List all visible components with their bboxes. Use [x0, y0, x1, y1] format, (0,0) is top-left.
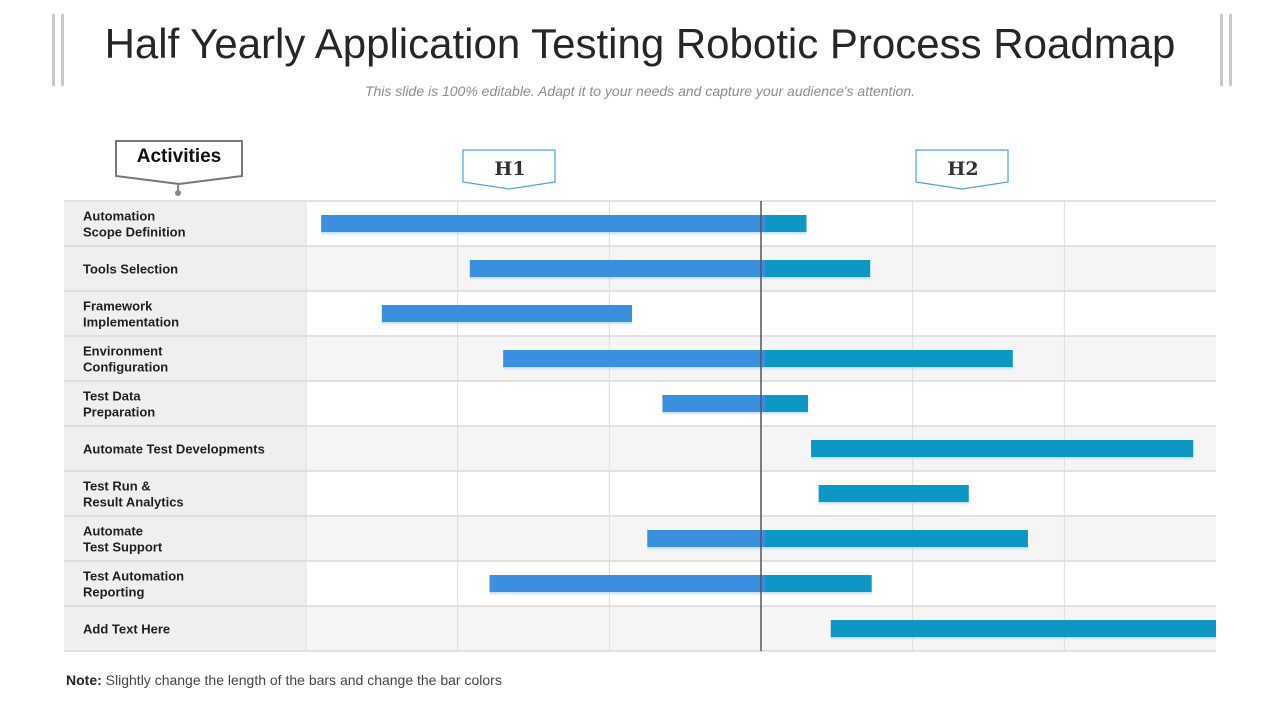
task-label: Add Text Here: [83, 622, 170, 637]
page-subtitle: This slide is 100% editable. Adapt it to…: [364, 83, 916, 99]
bar-shadow: [503, 367, 1013, 372]
task-bar-h1: [647, 530, 765, 547]
bar-shadow: [381, 322, 633, 327]
task-label: Automate Test Developments: [83, 442, 265, 457]
bar-shadow: [662, 412, 809, 417]
task-bar-h2: [818, 485, 969, 502]
task-bar-h2: [765, 215, 807, 232]
bar-shadow: [818, 502, 969, 507]
h1-label: H1: [494, 158, 526, 180]
note-label: Note:: [66, 672, 102, 688]
task-label: Test Automation Reporting: [83, 569, 184, 600]
task-label: Automation Scope Definition: [83, 209, 186, 240]
bar-shadow: [321, 232, 807, 237]
label-cell-bg: [64, 471, 306, 516]
task-label: Test Run & Result Analytics: [83, 479, 184, 510]
task-label: Tools Selection: [83, 262, 178, 277]
h2-callout: H2: [915, 149, 1011, 191]
label-cell-bg: [64, 336, 306, 381]
label-cell-bg: [64, 246, 306, 291]
h1-callout: H1: [462, 149, 558, 191]
bar-shadow: [647, 547, 1028, 552]
task-bar-h2: [765, 350, 1013, 367]
task-bar-h1: [503, 350, 765, 367]
bar-shadow: [489, 592, 872, 597]
task-bar-h2: [765, 575, 872, 592]
h1-callout-shape: [462, 149, 556, 190]
task-bar-h1: [489, 575, 765, 592]
task-label: Test Data Preparation: [83, 389, 155, 420]
label-cell-bg: [64, 381, 306, 426]
label-cell-bg: [64, 561, 306, 606]
task-label: Framework Implementation: [83, 299, 179, 330]
task-bar-h2: [830, 620, 1216, 637]
label-cell-bg: [64, 516, 306, 561]
activities-callout-shape: [115, 140, 243, 196]
h2-label: H2: [947, 158, 979, 180]
label-cell-bg: [64, 426, 306, 471]
task-bar-h1: [469, 260, 765, 277]
bar-shadow: [811, 457, 1194, 462]
bar-shadow: [830, 637, 1216, 642]
bar-shadow: [469, 277, 871, 282]
task-label: Environment Configuration: [83, 344, 168, 375]
activities-label: Activities: [136, 146, 222, 167]
task-label: Automate Test Support: [83, 524, 163, 555]
task-bar-h2: [811, 440, 1194, 457]
task-bar-h1: [321, 215, 765, 232]
task-bar-h1: [662, 395, 765, 412]
task-bar-h2: [765, 530, 1028, 547]
note-text: Slightly change the length of the bars a…: [105, 672, 502, 688]
label-cell-bg: [64, 291, 306, 336]
footer-note: Note: Slightly change the length of the …: [66, 672, 502, 688]
task-bar-h1: [381, 305, 633, 322]
activities-callout: Activities: [115, 140, 243, 196]
label-cell-bg: [64, 606, 306, 651]
task-bar-h2: [765, 395, 809, 412]
label-cell-bg: [64, 201, 306, 246]
page-title: Half Yearly Application Testing Robotic …: [104, 20, 1176, 67]
task-bar-h2: [765, 260, 871, 277]
h2-callout-shape: [915, 149, 1009, 190]
